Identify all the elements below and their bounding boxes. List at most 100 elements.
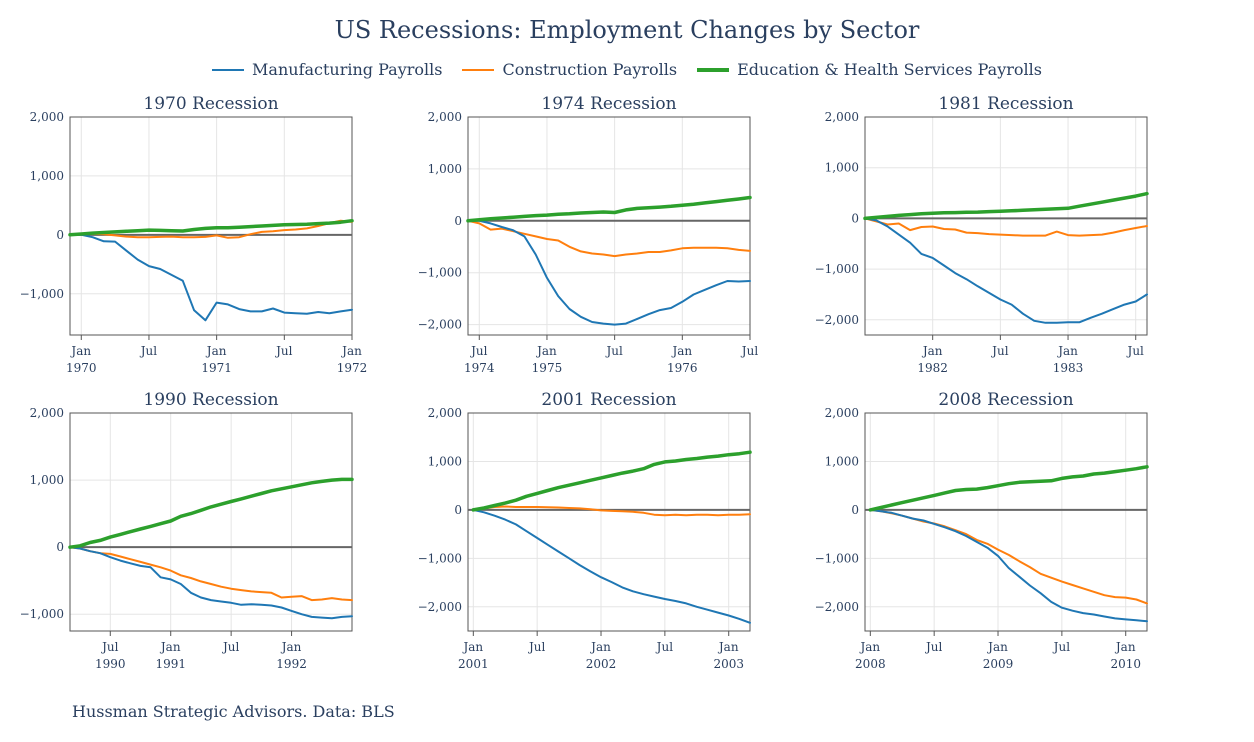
series-line-manufacturing xyxy=(69,546,353,620)
plot-frame xyxy=(467,116,751,336)
x-tick-label: Jul xyxy=(469,344,488,358)
y-tick-label: −2,000 xyxy=(418,600,462,614)
series-line-education-health xyxy=(863,191,1149,221)
x-tick-label: Jan xyxy=(986,640,1008,654)
x-tick-label: Jan xyxy=(670,344,692,358)
page-title: US Recessions: Employment Changes by Sec… xyxy=(334,16,920,44)
x-tick-year-label: 2003 xyxy=(713,657,744,671)
source-note: Hussman Strategic Advisors. Data: BLS xyxy=(72,702,395,721)
y-tick-label: 1,000 xyxy=(428,454,462,468)
y-tick-label: −1,000 xyxy=(418,266,462,280)
x-tick-label: Jan xyxy=(159,640,181,654)
x-tick-year-label: 2009 xyxy=(983,657,1014,671)
series-line-manufacturing xyxy=(472,508,751,624)
y-tick-label: 1,000 xyxy=(30,169,64,183)
chart-1: 1970 Recession −1,000 0 1,000 2,000 Jan 1970 Ju… xyxy=(20,94,368,375)
x-tick-year-label: 2001 xyxy=(458,657,489,671)
x-tick-label: Jan xyxy=(340,344,362,358)
series-line-construction xyxy=(69,219,353,239)
series-line-manufacturing xyxy=(69,233,353,322)
y-tick-label: 0 xyxy=(56,540,64,554)
x-tick-label: Jan xyxy=(589,640,611,654)
chart-title: 2001 Recession xyxy=(541,390,676,410)
y-tick-label: 2,000 xyxy=(30,110,64,124)
series-line-education-health xyxy=(471,450,752,512)
chart-title: 2008 Recession xyxy=(938,390,1073,410)
y-tick-label: −2,000 xyxy=(418,318,462,332)
legend-swatch-construction xyxy=(462,68,495,71)
x-tick-year-label: 1976 xyxy=(667,361,698,375)
x-tick-label: Jul xyxy=(924,640,943,654)
x-tick-label: Jan xyxy=(1114,640,1136,654)
series-line-manufacturing xyxy=(864,217,1148,324)
x-tick-label: Jan xyxy=(205,344,227,358)
x-tick-label: Jan xyxy=(717,640,739,654)
y-tick-label: −2,000 xyxy=(815,313,859,327)
y-tick-label: 0 xyxy=(454,503,462,517)
y-tick-label: −1,000 xyxy=(20,607,64,621)
chart-title: 1974 Recession xyxy=(541,94,676,114)
legend-swatch-manufacturing xyxy=(212,68,245,71)
x-tick-label: Jan xyxy=(69,344,91,358)
x-tick-label: Jul xyxy=(274,344,293,358)
plot-frame xyxy=(467,412,751,632)
x-tick-year-label: 1983 xyxy=(1053,361,1084,375)
x-tick-label: Jul xyxy=(990,344,1009,358)
legend-item-construction[interactable]: Construction Payrolls xyxy=(462,60,677,79)
y-tick-label: 0 xyxy=(851,503,859,517)
legend-item-manufacturing[interactable]: Manufacturing Payrolls xyxy=(212,60,442,79)
plot-frame xyxy=(69,116,353,336)
x-tick-year-label: 1991 xyxy=(155,657,186,671)
y-tick-label: 2,000 xyxy=(428,110,462,124)
x-tick-label: Jan xyxy=(280,640,302,654)
y-tick-label: 2,000 xyxy=(825,406,859,420)
x-tick-year-label: 2002 xyxy=(586,657,617,671)
y-tick-label: −1,000 xyxy=(20,287,64,301)
x-tick-year-label: 1971 xyxy=(201,361,232,375)
x-tick-year-label: 1972 xyxy=(337,361,368,375)
x-tick-label: Jul xyxy=(139,344,158,358)
x-tick-label: Jul xyxy=(1126,344,1145,358)
chart-title: 1981 Recession xyxy=(938,94,1073,114)
y-tick-label: 0 xyxy=(851,211,859,225)
y-tick-label: 2,000 xyxy=(825,110,859,124)
legend-label-manufacturing: Manufacturing Payrolls xyxy=(252,60,443,79)
chart-4: 1990 Recession −1,000 0 1,000 2,000 Jul 1990 Ja… xyxy=(20,390,354,671)
series-line-construction xyxy=(467,219,751,258)
x-tick-year-label: 1970 xyxy=(66,361,97,375)
x-tick-label: Jan xyxy=(921,344,943,358)
y-tick-label: 1,000 xyxy=(428,162,462,176)
series-line-construction xyxy=(869,508,1148,605)
x-tick-year-label: 1990 xyxy=(95,657,126,671)
x-tick-year-label: 2008 xyxy=(855,657,886,671)
x-tick-label: Jul xyxy=(604,344,623,358)
legend: Manufacturing Payrolls Construction Payr… xyxy=(0,60,1254,79)
y-tick-label: 2,000 xyxy=(30,406,64,420)
series-line-construction xyxy=(69,546,353,602)
legend-label-education-health: Education & Health Services Payrolls xyxy=(737,60,1042,79)
plot-frame xyxy=(69,412,353,632)
series-line-construction xyxy=(864,217,1148,237)
x-tick-label: Jan xyxy=(1056,344,1078,358)
y-tick-label: 1,000 xyxy=(30,473,64,487)
x-tick-label: Jul xyxy=(527,640,546,654)
chart-2: 1974 Recession −2,000 −1,000 0 1,000 2,000 Jul… xyxy=(418,94,759,375)
x-tick-label: Jan xyxy=(535,344,557,358)
x-tick-year-label: 1982 xyxy=(917,361,948,375)
legend-item-education-health[interactable]: Education & Health Services Payrolls xyxy=(697,60,1042,79)
series-line-education-health xyxy=(68,218,354,237)
x-tick-label: Jul xyxy=(100,640,119,654)
x-tick-label: Jul xyxy=(655,640,674,654)
y-tick-label: −1,000 xyxy=(815,262,859,276)
x-tick-year-label: 2010 xyxy=(1110,657,1141,671)
x-tick-label: Jan xyxy=(461,640,483,654)
series-line-education-health xyxy=(68,477,354,549)
y-tick-label: 2,000 xyxy=(428,406,462,420)
y-tick-label: −1,000 xyxy=(815,551,859,565)
legend-swatch-education-health xyxy=(697,67,730,72)
y-tick-label: −1,000 xyxy=(418,551,462,565)
chart-3: 1981 Recession −2,000 −1,000 0 1,000 2,000 Jan… xyxy=(815,94,1149,375)
y-tick-label: 0 xyxy=(454,214,462,228)
x-tick-year-label: 1974 xyxy=(464,361,495,375)
